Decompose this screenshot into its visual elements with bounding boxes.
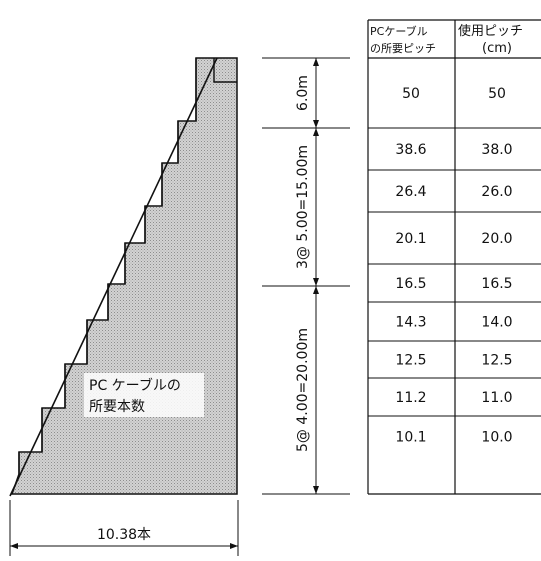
dim-arrow-f [313,486,319,494]
used-pitch-cell: 26.0 [481,184,512,200]
segment-label-1: 6.0m [295,75,311,111]
used-pitch-cell: 10.0 [481,430,512,446]
required-pitch-cell: 20.1 [395,231,426,247]
segment-label-3: 5@ 4.00=20.00m [295,328,311,452]
header-used-line1: 使用ピッチ [458,23,523,39]
width-dim-arrow-right [230,543,238,549]
dim-arrow-e [313,286,319,294]
used-pitch-cell: 50 [488,86,506,102]
used-pitch-cell: 38.0 [481,142,512,158]
area-label-line2: 所要本数 [89,399,145,415]
required-pitch-cell: 12.5 [395,353,426,369]
header-required-line1: PCケーブル [370,24,428,38]
table-cells: 50 50 38.6 38.0 26.4 26.0 20.1 20.0 16.5 16.5 14.3… [395,86,512,446]
required-pitch-cell: 38.6 [395,142,426,158]
dim-arrow-d [313,278,319,286]
required-pitch-cell: 10.1 [395,430,426,446]
used-pitch-cell: 16.5 [481,276,512,292]
width-dim-arrow-left [10,543,18,549]
width-label: 10.38本 [97,527,151,543]
header-used-line2: (cm) [482,41,512,56]
dim-arrow-b [313,120,319,128]
required-pitch-cell: 14.3 [395,315,426,331]
pitch-table [367,19,541,495]
dim-arrow-a [313,58,319,66]
dim-arrow-c [313,128,319,136]
used-pitch-cell: 14.0 [481,315,512,331]
used-pitch-cell: 12.5 [481,353,512,369]
header-required-line2: の所要ピッチ [370,42,436,55]
segment-label-2: 3@ 5.00=15.00m [295,145,311,269]
used-pitch-cell: 20.0 [481,231,512,247]
used-pitch-cell: 11.0 [481,390,512,406]
required-pitch-cell: 11.2 [395,390,426,406]
required-pitch-cell: 26.4 [395,184,426,200]
required-pitch-cell: 16.5 [395,276,426,292]
required-pitch-cell: 50 [402,86,420,102]
required-cables-line [9,57,218,497]
area-label-line1: PC ケーブルの [89,377,181,394]
area-label-box [84,373,204,417]
